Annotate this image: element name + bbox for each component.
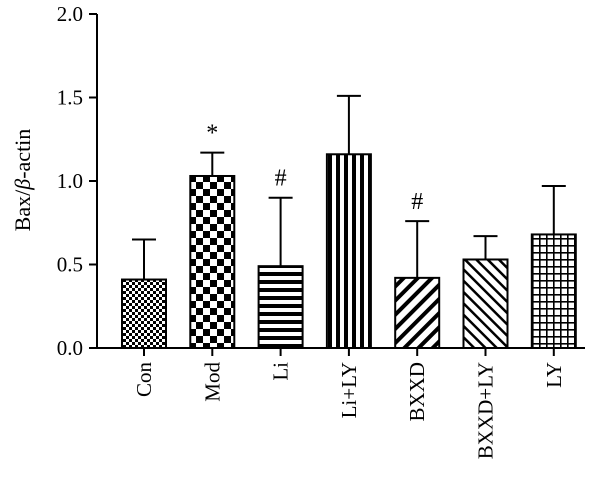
y-axis-label: Bax/β-actin — [10, 129, 35, 232]
x-tick-label: Li — [269, 362, 293, 381]
bar-li — [257, 265, 304, 350]
significance-marker: # — [275, 166, 287, 192]
y-tick-label: 1.5 — [57, 86, 83, 110]
x-tick-label: Li+LY — [337, 362, 361, 418]
y-ticks: 0.0 0.5 1.0 1.5 2.0 — [57, 2, 97, 360]
bar-bxxd — [394, 276, 441, 349]
bar-mod — [189, 174, 236, 349]
x-tick-label: BXXD+LY — [474, 362, 498, 459]
x-tick-label: BXXD — [405, 362, 429, 422]
y-tick-label: 1.0 — [57, 169, 83, 193]
annotations: * # # — [206, 121, 423, 215]
bars — [121, 153, 577, 350]
bar-bxxd-ly — [462, 258, 509, 349]
x-tick-label: Mod — [200, 362, 224, 402]
x-ticks: Con Mod Li Li+LY BXXD BXXD+LY LY — [132, 348, 566, 459]
y-tick-label: 2.0 — [57, 2, 83, 26]
bar-li-ly — [325, 153, 372, 349]
bar-con — [121, 278, 167, 349]
x-tick-label: LY — [542, 362, 566, 388]
x-tick-label: Con — [132, 362, 156, 398]
y-tick-label: 0.0 — [57, 336, 83, 360]
error-bars — [132, 94, 566, 280]
significance-marker: # — [411, 189, 423, 215]
y-tick-label: 0.5 — [57, 253, 83, 277]
significance-marker: * — [206, 121, 218, 147]
bar-ly — [530, 233, 577, 349]
